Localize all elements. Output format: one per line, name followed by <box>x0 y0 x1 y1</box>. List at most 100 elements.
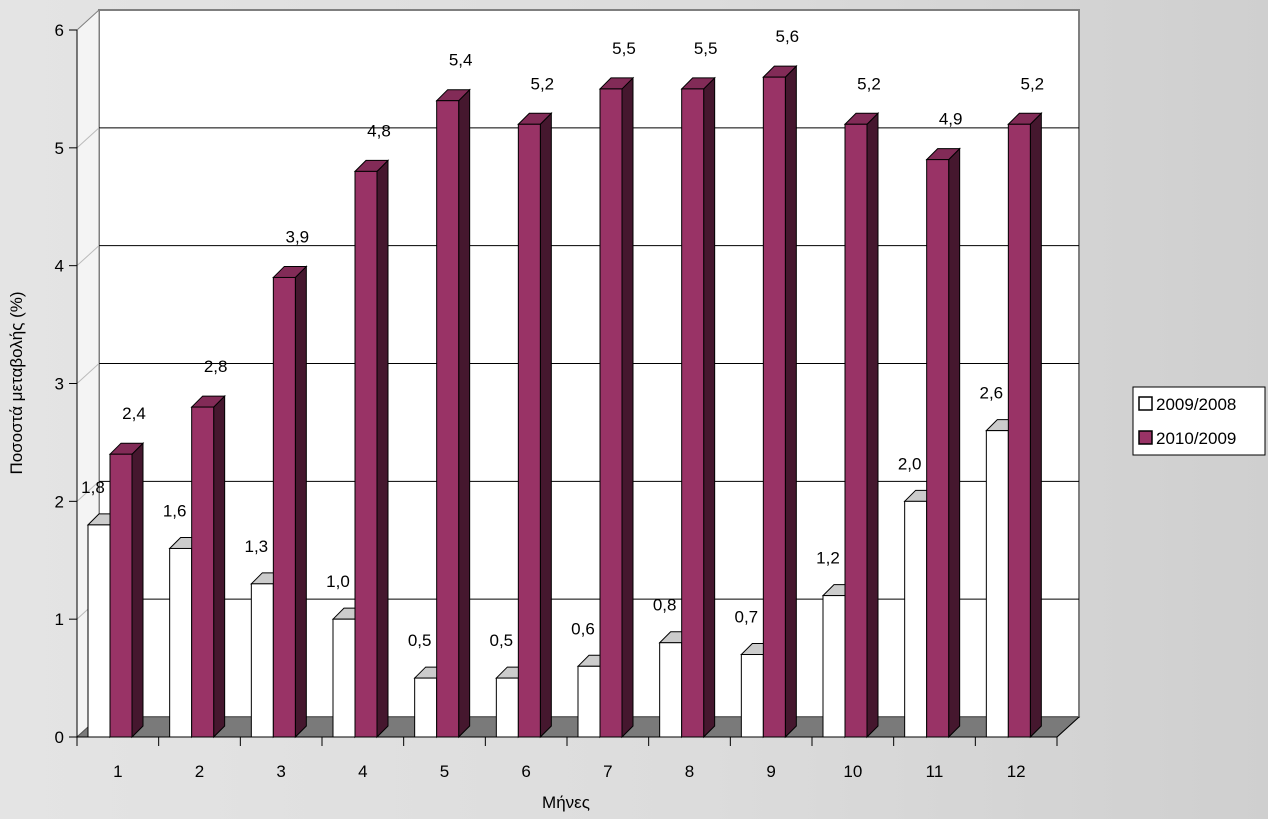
y-tick-label: 0 <box>55 728 64 747</box>
x-tick-label: 2 <box>195 762 204 781</box>
x-tick-label: 8 <box>685 762 694 781</box>
bar-front-face <box>191 406 215 738</box>
data-label: 5,2 <box>531 74 555 93</box>
bar-2010-2009-9 <box>762 64 798 739</box>
y-tick-label: 2 <box>55 492 64 511</box>
bar-2010-2009-5 <box>435 88 471 739</box>
bar-side-face <box>784 64 797 739</box>
legend-swatch-2010-2009 <box>1138 430 1153 445</box>
bar-front-face <box>1007 123 1031 738</box>
data-label: 0,7 <box>735 608 759 627</box>
bar-front-face <box>577 665 601 738</box>
y-tick-label: 5 <box>55 139 64 158</box>
bar-2010-2009-3 <box>272 265 308 739</box>
bar-2010-2009-12 <box>1007 112 1043 739</box>
data-label: 2,4 <box>122 404 146 423</box>
x-axis-depth-line <box>1056 716 1080 738</box>
y-tick-label: 6 <box>55 21 64 40</box>
data-labels: 1,8 1,6 1,3 1,0 0,5 0,5 0,6 0,8 0,7 1,2 2,0 2,6 2,4 2… <box>81 27 1044 650</box>
legend-label-2009-2008: 2009/2008 <box>1156 395 1236 414</box>
data-label: 5,2 <box>1021 74 1045 93</box>
data-label: 3,9 <box>286 227 310 246</box>
legend-box <box>1132 386 1266 456</box>
gridline-side <box>76 127 100 149</box>
bar-front-face <box>904 500 928 738</box>
y-tick-label: 1 <box>55 610 64 629</box>
gridline-side <box>76 480 100 502</box>
bar-front-face <box>599 88 623 738</box>
bar-front-face <box>681 88 705 738</box>
bar-front-face <box>517 123 541 738</box>
data-label: 4,9 <box>939 110 963 129</box>
bar-front-face <box>332 618 356 738</box>
data-label: 5,4 <box>449 51 473 70</box>
bar-front-face <box>926 159 950 738</box>
bar-2010-2009-7 <box>598 76 635 739</box>
x-tick-label: 1 <box>113 762 122 781</box>
bar-front-face <box>250 583 274 738</box>
data-label: 1,0 <box>326 572 350 591</box>
bar-front-face <box>495 677 519 738</box>
bar-front-face <box>354 170 378 738</box>
data-label: 5,2 <box>857 74 881 93</box>
bar-front-face <box>169 547 193 738</box>
bar-front-face <box>436 100 460 738</box>
legend-label-2010-2009: 2010/2009 <box>1156 429 1236 448</box>
bar-front-face <box>985 430 1009 738</box>
data-label: 2,6 <box>980 384 1004 403</box>
bar-front-face <box>414 677 438 738</box>
x-tick-label: 10 <box>843 762 862 781</box>
data-label: 4,8 <box>367 121 391 140</box>
bar-2010-2009-1 <box>108 441 145 739</box>
bars <box>86 64 1043 739</box>
bar-front-face <box>822 595 846 738</box>
x-tick-label: 7 <box>603 762 612 781</box>
bar-front-face <box>109 453 133 738</box>
bar-front-face <box>762 76 786 738</box>
data-label: 1,2 <box>816 549 840 568</box>
bar-side-face <box>1029 112 1042 739</box>
x-tick-label: 5 <box>440 762 449 781</box>
data-label: 1,6 <box>163 501 187 520</box>
bar-side-face <box>213 394 226 739</box>
y-tick-label: 3 <box>55 375 64 394</box>
bar-side-face <box>948 147 961 739</box>
bar-side-face <box>131 441 144 739</box>
bar-2010-2009-11 <box>925 147 961 739</box>
bar-side-face <box>866 112 879 739</box>
bar-2010-2009-8 <box>680 76 716 739</box>
bar-2010-2009-2 <box>190 394 226 739</box>
gridline-side <box>76 363 100 384</box>
x-tick-label: 4 <box>358 762 367 781</box>
data-label: 5,5 <box>694 39 718 58</box>
bar-front-face <box>844 123 868 738</box>
bar-front-face <box>659 642 683 738</box>
bar-side-face <box>458 88 471 739</box>
bar-side-face <box>703 76 716 739</box>
legend-swatch-2009-2008 <box>1138 396 1153 411</box>
data-label: 2,8 <box>204 357 228 376</box>
bar-front-face <box>87 524 111 738</box>
bar-2010-2009-6 <box>517 112 553 739</box>
data-label: 2,0 <box>898 454 922 473</box>
data-label: 1,3 <box>245 537 269 556</box>
bar-side-face <box>621 76 634 739</box>
y-axis-title: Ποσοστά μεταβολής (%) <box>7 291 26 474</box>
x-tick-label: 6 <box>521 762 530 781</box>
x-tick-label: 11 <box>926 762 944 781</box>
x-tick-label: 9 <box>766 762 775 781</box>
bar-front-face <box>740 654 764 738</box>
bar-2010-2009-4 <box>353 159 390 739</box>
data-label: 1,8 <box>81 478 105 497</box>
bar-side-face <box>539 112 552 739</box>
legend: 2009/2008 2010/2009 <box>1132 386 1266 456</box>
data-label: 0,5 <box>408 631 432 650</box>
x-tick-label: 3 <box>276 762 285 781</box>
data-label: 5,5 <box>612 39 636 58</box>
bar-2010-2009-10 <box>843 112 880 739</box>
bar-side-face <box>294 265 307 739</box>
data-label: 5,6 <box>776 27 800 46</box>
